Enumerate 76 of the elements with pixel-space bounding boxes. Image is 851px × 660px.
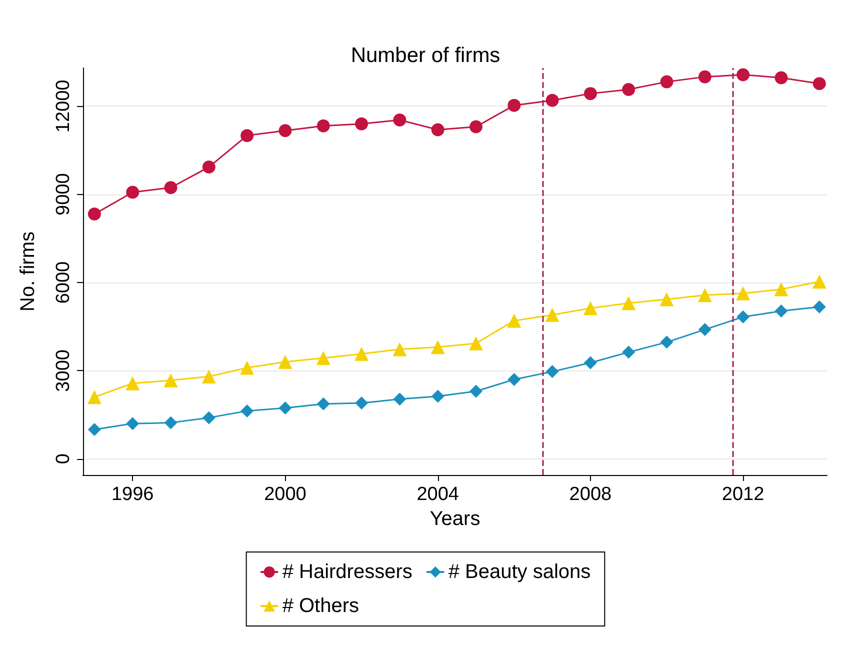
x-tick-label: 2008 [569,484,612,505]
point [392,342,407,356]
point [88,208,101,221]
point [355,117,368,130]
point [240,404,254,418]
point [393,114,406,127]
point [545,308,560,322]
point [698,70,712,84]
point [660,336,674,349]
x-tick-label: 2012 [722,484,764,505]
point [202,370,216,384]
point [126,376,140,390]
point [660,75,674,88]
legend-label: # Hairdressers [282,561,412,583]
chart-title: Number of firms [350,44,500,67]
point [622,82,636,96]
point [278,124,292,138]
point [812,300,826,314]
point [316,351,330,366]
point [660,292,674,306]
point [507,314,522,328]
point [469,384,482,398]
point [546,365,559,378]
point [240,129,254,142]
point [508,372,521,386]
point [736,310,750,324]
point [698,288,712,302]
point [812,274,826,289]
point [736,68,750,82]
point [87,390,102,404]
point [240,360,254,375]
point [584,356,597,370]
point [126,186,140,199]
y-tick-label: 0 [53,454,74,464]
point [126,417,140,430]
point [736,286,750,300]
y-axis-title: No. firms [17,232,39,312]
point [202,411,216,424]
point [812,77,826,90]
x-tick-label: 1996 [111,484,154,505]
point [88,422,101,436]
x-tick-label: 2000 [264,484,306,505]
point [431,390,444,403]
x-tick-label: 2004 [416,484,460,505]
point [622,346,636,359]
point [584,87,597,100]
point [583,301,598,316]
y-tick-label: 9000 [53,173,74,216]
legend-label: # Beauty salons [448,561,591,583]
x-axis-title: Years [430,508,480,530]
point [164,416,178,430]
point [508,98,521,112]
point [774,282,788,296]
point [393,392,406,406]
point [430,340,445,354]
point [622,296,636,310]
point [774,71,788,84]
point [470,120,482,134]
point [164,373,178,388]
y-tick-label: 3000 [53,350,74,392]
y-tick-label: 12000 [53,80,74,133]
point [202,160,216,174]
point [316,119,330,132]
y-tick-label: 6000 [53,261,74,304]
point [278,354,292,369]
point [546,94,559,107]
point [164,181,178,194]
legend-label: # Others [282,595,360,617]
point [774,304,788,318]
point [278,402,292,414]
point [468,336,483,350]
point [431,123,444,136]
point [354,346,369,361]
point [698,323,712,336]
point [355,396,368,410]
point [316,397,330,410]
